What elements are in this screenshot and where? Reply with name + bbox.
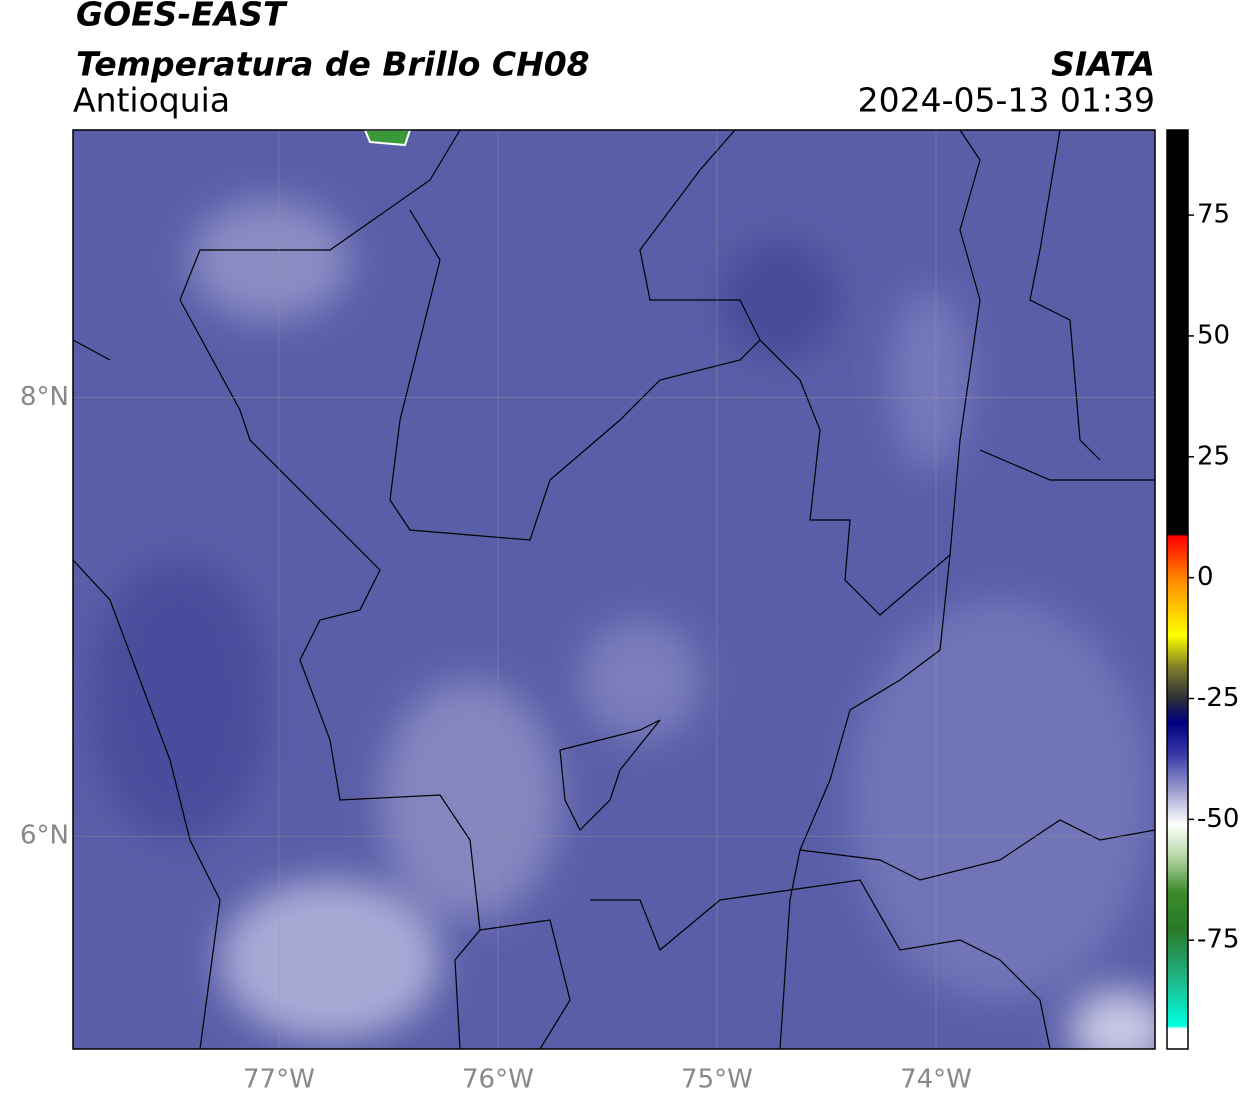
map-field xyxy=(73,130,1155,1049)
colorbar-label: 50 xyxy=(1197,320,1230,350)
title: GOES-EAST xyxy=(76,0,288,34)
map-frame xyxy=(72,129,1156,1050)
boundaries xyxy=(73,130,1155,1049)
lat-label: 8°N xyxy=(20,382,69,412)
field-patches xyxy=(90,200,1155,1049)
subtitle: Temperatura de Brillo CH08 xyxy=(76,45,590,84)
lon-label: 75°W xyxy=(681,1065,753,1095)
graticule xyxy=(73,130,1155,1049)
colorbar-label: 0 xyxy=(1197,562,1214,592)
colorbar-label: 75 xyxy=(1197,200,1230,230)
datetime: 2024-05-13 01:39 xyxy=(858,81,1155,120)
source: SIATA xyxy=(1051,45,1155,84)
region: Antioquia xyxy=(73,81,230,120)
colorbar xyxy=(1166,129,1189,1050)
colorbar-label: -25 xyxy=(1197,683,1239,713)
lon-label: 74°W xyxy=(900,1065,972,1095)
lon-label: 77°W xyxy=(243,1065,315,1095)
lat-label: 6°N xyxy=(20,821,69,851)
colorbar-label: -50 xyxy=(1197,804,1239,834)
colorbar-label: 25 xyxy=(1197,441,1230,471)
colorbar-label: -75 xyxy=(1197,925,1239,955)
lon-label: 76°W xyxy=(462,1065,534,1095)
green-patch xyxy=(363,130,412,147)
